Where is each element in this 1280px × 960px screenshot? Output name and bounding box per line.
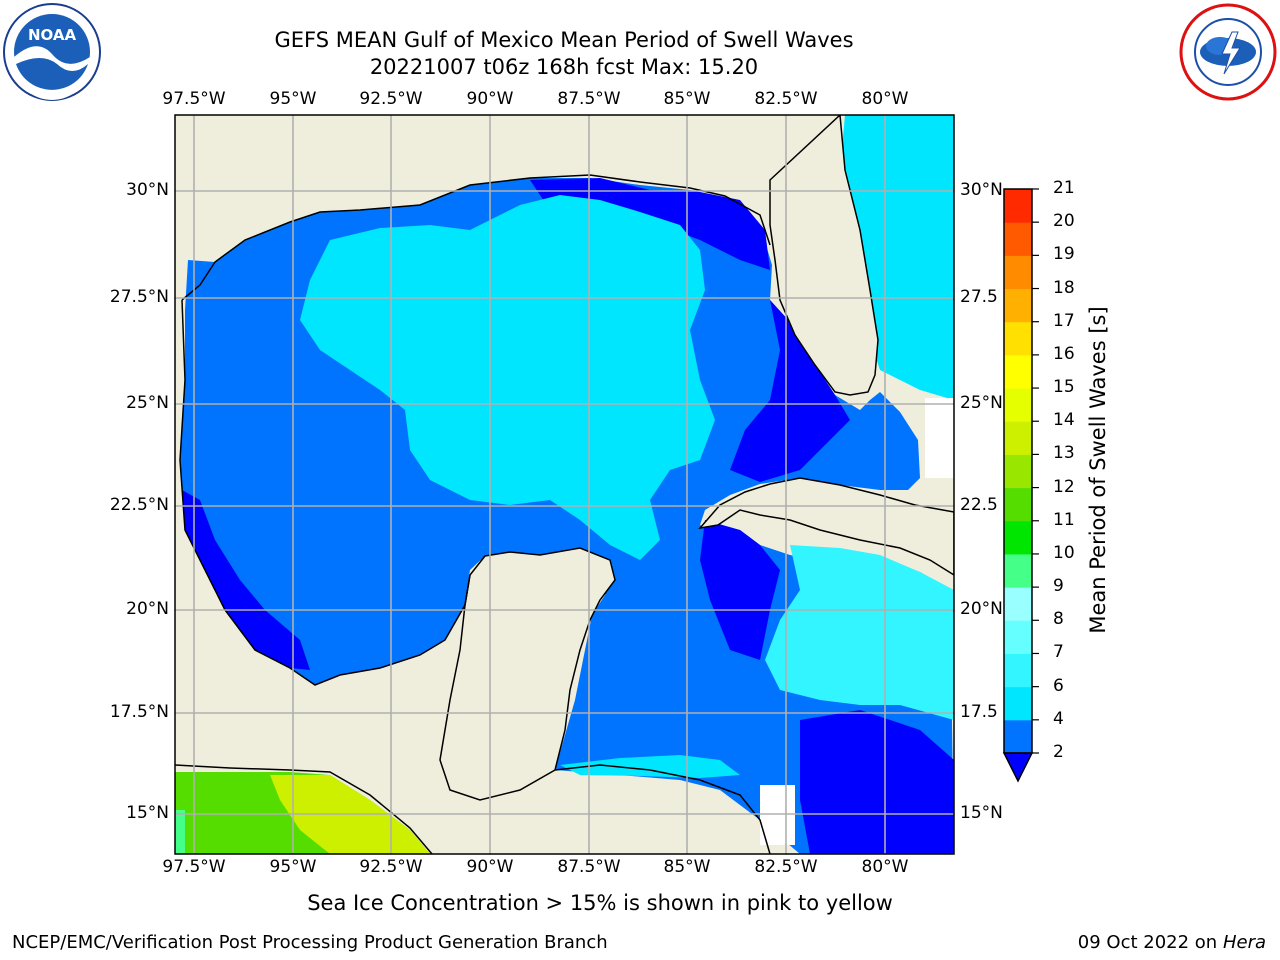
- lon-label-bottom: 90°W: [466, 857, 514, 877]
- footer-credit: NCEP/EMC/Verification Post Processing Pr…: [12, 932, 608, 953]
- colorbar-segment: [1004, 288, 1032, 323]
- lat-label-left: 22.5°N: [109, 495, 169, 515]
- cuba-land: [698, 477, 954, 576]
- lon-label-bottom: 97.5°W: [162, 857, 226, 877]
- yucatan-land: [439, 547, 616, 801]
- footer-machine: Hera: [1222, 932, 1266, 953]
- lon-label-top: 97.5°W: [162, 89, 226, 109]
- lon-label-top: 92.5°W: [359, 89, 423, 109]
- lon-label-top: 87.5°W: [557, 89, 621, 109]
- colorbar-tick-label: 2: [1053, 742, 1064, 762]
- lon-label-top: 85°W: [663, 89, 711, 109]
- footer-date: 09 Oct 2022 on Hera: [1077, 932, 1266, 953]
- colorbar-segment: [1004, 487, 1032, 522]
- lon-label-bottom: 87.5°W: [557, 857, 621, 877]
- us-coastline: [181, 174, 771, 301]
- colorbar-tick-label: 10: [1053, 542, 1075, 563]
- lon-label-top: 90°W: [466, 89, 514, 109]
- colorbar-segment: [1004, 653, 1032, 688]
- colorbar-segment: [1004, 354, 1032, 389]
- colorbar-segment: [1004, 719, 1032, 754]
- lat-label-left: 30°N: [126, 180, 169, 200]
- colorbar-tick-label: 18: [1053, 277, 1075, 298]
- map-title: GEFS MEAN Gulf of Mexico Mean Period of …: [274, 28, 854, 52]
- colorbar-tick-label: 6: [1053, 675, 1064, 696]
- dark-blue-region-west: [182, 490, 310, 670]
- svg-text:NOAA: NOAA: [28, 26, 77, 44]
- colorbar-segment: [1004, 587, 1032, 621]
- colorbar-tick-label: 20: [1053, 211, 1075, 232]
- colorbar-tick-label: 9: [1053, 576, 1064, 597]
- map-subtitle: 20221007 t06z 168h fcst Max: 15.20: [369, 55, 759, 79]
- lon-label-top: 82.5°W: [754, 89, 818, 109]
- mexico-coastline: [179, 299, 471, 686]
- lat-label-left: 17.5°N: [109, 702, 169, 722]
- lon-label-bottom: 85°W: [663, 857, 711, 877]
- map-frame: [174, 114, 955, 855]
- colorbar-segment: [1004, 321, 1032, 356]
- colorbar-tick-label: 7: [1053, 642, 1064, 663]
- lon-label-top: 95°W: [269, 89, 317, 109]
- lat-label-right: 30°N: [960, 180, 1003, 200]
- colorbar-tick-label: 11: [1053, 509, 1075, 530]
- colorbar-segment: [1004, 454, 1032, 489]
- colorbar-tick-label: 8: [1053, 609, 1064, 630]
- colorbar-frame: [1003, 188, 1033, 754]
- cyan-swell-region-atlantic: [840, 115, 954, 400]
- colorbar-tick-label: 17: [1053, 310, 1075, 331]
- lon-label-bottom: 95°W: [269, 857, 317, 877]
- lon-label-bottom: 92.5°W: [359, 857, 423, 877]
- colorbar-segment: [1004, 553, 1032, 588]
- colorbar-under-extension: [1002, 752, 1034, 783]
- dark-blue-region-caribbean: [700, 520, 780, 660]
- pacific-coastline: [175, 764, 433, 854]
- colorbar-segment: [1004, 222, 1032, 256]
- lat-label-right: 27.5: [960, 287, 998, 307]
- national-weather-service-logo-icon: [1178, 2, 1278, 102]
- colorbar-segment: [1004, 520, 1032, 555]
- lon-label-bottom: 82.5°W: [754, 857, 818, 877]
- colorbar-tick-label: 19: [1053, 244, 1075, 265]
- map-grid: [175, 115, 954, 854]
- cyan-swell-region-south: [560, 755, 740, 778]
- central-america-coastline: [554, 764, 771, 854]
- sea-ice-note: Sea Ice Concentration > 15% is shown in …: [307, 891, 893, 915]
- lat-label-left: 25°N: [126, 393, 169, 413]
- colorbar-tick-label: 13: [1053, 443, 1075, 464]
- colorbar-segment: [1004, 421, 1032, 455]
- missing-data-area: [925, 398, 954, 478]
- lat-label-right: 25°N: [960, 393, 1003, 413]
- cyan-swell-region-caribbean: [765, 545, 954, 720]
- noaa-logo-icon: NOAA: [2, 2, 102, 102]
- lat-label-right: 22.5: [960, 495, 998, 515]
- colorbar-segment: [1004, 255, 1032, 290]
- colorbar: [1002, 188, 1039, 783]
- colorbar-segment: [1004, 388, 1032, 422]
- lat-label-right: 15°N: [960, 803, 1003, 823]
- lon-label-top: 80°W: [861, 89, 909, 109]
- dark-blue-region-east: [730, 300, 850, 482]
- lon-label-bottom: 80°W: [861, 857, 909, 877]
- colorbar-segment: [1004, 189, 1032, 223]
- colorbar-label: Mean Period of Swell Waves [s]: [1086, 306, 1110, 634]
- colorbar-tick-label: 12: [1053, 476, 1075, 497]
- dark-blue-region-se: [800, 710, 954, 854]
- colorbar-tick-label: 15: [1053, 377, 1075, 398]
- colorbar-tick-label: 4: [1053, 708, 1064, 729]
- colorbar-tick-label: 14: [1053, 410, 1075, 431]
- lat-label-left: 15°N: [126, 803, 169, 823]
- colorbar-segment: [1004, 620, 1032, 654]
- lat-label-left: 27.5°N: [109, 287, 169, 307]
- missing-data-area: [760, 785, 795, 845]
- colorbar-segment: [1004, 686, 1032, 721]
- colorbar-tick-label: 21: [1053, 178, 1075, 198]
- pacific-teal-region: [175, 810, 185, 854]
- colorbar-tick-label: 16: [1053, 343, 1075, 364]
- lat-label-right: 17.5: [960, 702, 998, 722]
- lat-label-left: 20°N: [126, 599, 169, 619]
- cyan-swell-region-central: [300, 195, 715, 560]
- lat-label-right: 20°N: [960, 599, 1003, 619]
- florida-land: [769, 115, 879, 396]
